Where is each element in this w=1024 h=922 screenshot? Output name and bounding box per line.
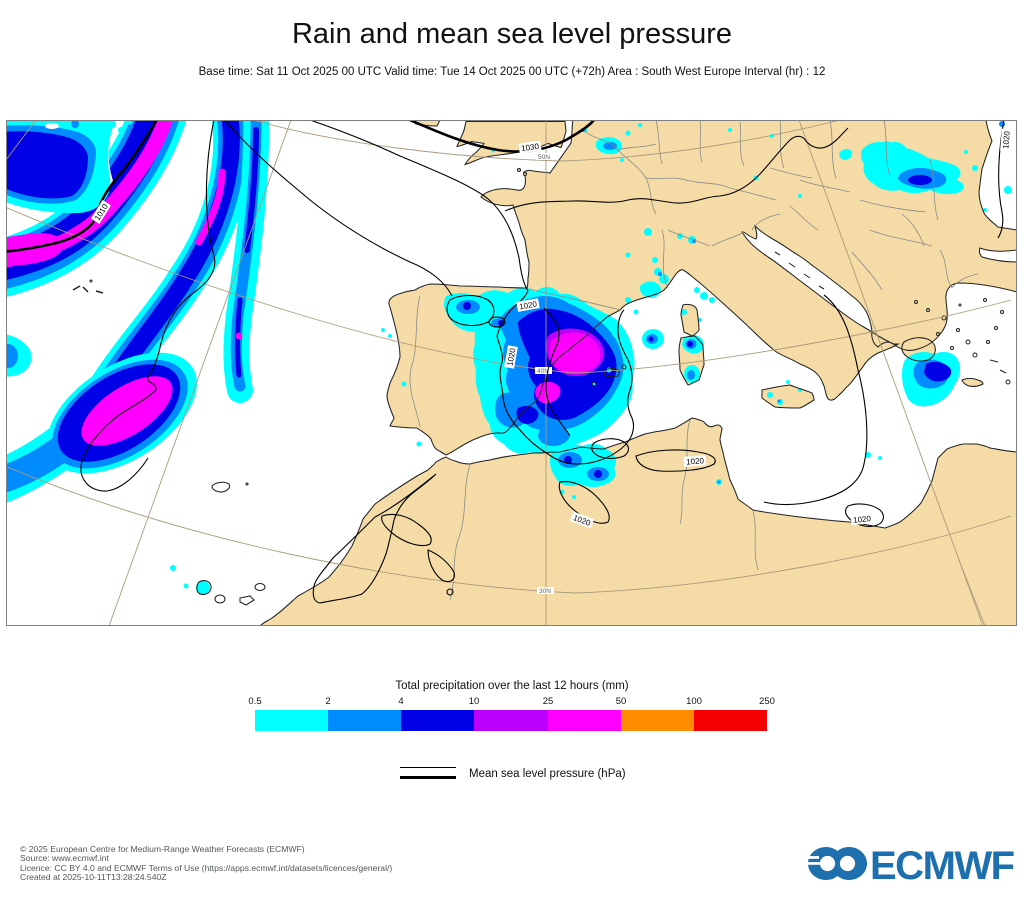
svg-text:1020: 1020 [506, 347, 518, 367]
svg-text:ECMWF: ECMWF [870, 845, 1014, 887]
svg-text:1020: 1020 [519, 299, 539, 311]
svg-text:1020: 1020 [1001, 130, 1012, 149]
svg-text:30N: 30N [539, 588, 551, 595]
svg-text:40N: 40N [537, 368, 549, 375]
svg-text:1020: 1020 [853, 514, 872, 525]
svg-text:50N: 50N [538, 154, 550, 161]
svg-text:1030: 1030 [521, 142, 540, 153]
svg-text:1020: 1020 [686, 456, 705, 466]
